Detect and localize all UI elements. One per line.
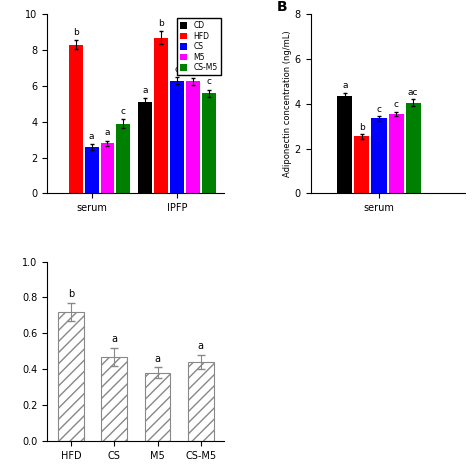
Bar	[85, 147, 99, 193]
Text: a: a	[105, 128, 110, 137]
Text: a: a	[342, 82, 347, 91]
Legend: CD, HFD, CS, M5, CS-M5: CD, HFD, CS, M5, CS-M5	[176, 18, 221, 75]
Bar	[145, 373, 171, 441]
Bar	[389, 114, 404, 193]
Text: c: c	[121, 107, 126, 116]
Text: a: a	[143, 86, 148, 95]
Text: b: b	[359, 123, 365, 132]
Text: c: c	[206, 77, 211, 86]
Bar	[202, 93, 216, 193]
Bar	[337, 96, 352, 193]
Bar	[188, 362, 214, 441]
Text: c: c	[393, 100, 399, 109]
Bar	[355, 137, 369, 193]
Text: a: a	[155, 354, 161, 364]
Text: a: a	[198, 341, 204, 351]
Bar	[116, 124, 130, 193]
Text: a: a	[89, 132, 94, 141]
Text: b: b	[158, 19, 164, 28]
Bar	[100, 143, 114, 193]
Bar	[69, 45, 83, 193]
Bar	[58, 312, 84, 441]
Bar	[186, 82, 200, 193]
Y-axis label: Adiponectin concentration (ng/mL): Adiponectin concentration (ng/mL)	[283, 30, 292, 177]
Text: c: c	[174, 65, 180, 74]
Bar	[138, 102, 152, 193]
Bar	[406, 103, 421, 193]
Text: B: B	[277, 0, 287, 14]
Text: ac: ac	[408, 88, 419, 97]
Bar	[101, 356, 128, 441]
Text: c: c	[191, 65, 195, 74]
Bar	[154, 37, 168, 193]
Bar	[170, 81, 184, 193]
Text: c: c	[376, 105, 382, 114]
Text: a: a	[111, 334, 118, 344]
Bar	[372, 118, 386, 193]
Text: b: b	[73, 28, 79, 37]
Text: b: b	[68, 289, 74, 299]
